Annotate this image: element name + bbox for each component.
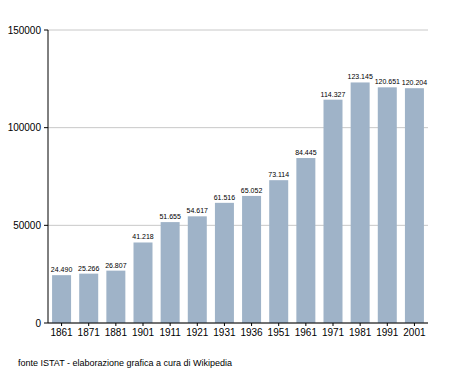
x-tick: [278, 323, 279, 326]
x-tick: [305, 323, 306, 326]
x-tick: [61, 323, 62, 326]
y-tick: [44, 225, 48, 226]
bar: [296, 158, 315, 323]
grid-line: [48, 127, 428, 128]
y-axis: [48, 30, 49, 323]
data-label: 114.327: [321, 91, 346, 98]
grid-line: [48, 323, 428, 324]
x-tick-label: 1961: [295, 327, 318, 338]
x-tick: [387, 323, 388, 326]
data-label: 61.516: [214, 194, 236, 201]
bar: [351, 82, 370, 323]
bar: [405, 88, 424, 323]
x-tick: [88, 323, 89, 326]
bar: [242, 196, 261, 323]
x-tick-label: 1881: [105, 327, 128, 338]
bar: [324, 100, 343, 323]
grid-line: [48, 30, 428, 31]
x-tick-label: 1871: [78, 327, 101, 338]
y-tick-label: 100000: [8, 122, 42, 133]
bar: [215, 203, 234, 323]
data-label: 24.490: [51, 266, 73, 273]
grid-line: [48, 225, 428, 226]
x-tick-label: 1991: [376, 327, 399, 338]
bar: [378, 87, 397, 323]
x-tick-label: 2001: [403, 327, 426, 338]
bar: [134, 242, 153, 323]
x-tick: [251, 323, 252, 326]
y-tick: [44, 127, 48, 128]
data-label: 51.655: [159, 213, 181, 220]
x-tick-label: 1931: [213, 327, 236, 338]
data-label: 73.114: [268, 171, 289, 178]
x-tick: [224, 323, 225, 326]
y-tick-label: 150000: [8, 25, 42, 36]
bar: [161, 222, 180, 323]
y-tick-label: 50000: [13, 220, 41, 231]
x-tick: [143, 323, 144, 326]
data-label: 26.807: [105, 262, 127, 269]
data-label: 120.204: [402, 79, 427, 86]
x-tick: [414, 323, 415, 326]
data-label: 25.266: [78, 265, 100, 272]
chart: 0 50000 100000 150000 1861 1871 1881 1901 1911 19…: [0, 0, 455, 373]
bar: [79, 274, 98, 323]
bar: [269, 180, 288, 323]
x-tick: [197, 323, 198, 326]
source-note: fonte ISTAT - elaborazione grafica a cur…: [18, 358, 232, 368]
y-tick: [44, 30, 48, 31]
bar: [188, 216, 207, 323]
y-tick: [44, 323, 48, 324]
x-tick: [170, 323, 171, 326]
y-tick-label: 0: [35, 318, 41, 329]
x-tick-label: 1861: [50, 327, 73, 338]
x-tick-label: 1971: [322, 327, 345, 338]
x-tick-label: 1911: [159, 327, 181, 338]
x-tick: [360, 323, 361, 326]
x-tick-label: 1921: [186, 327, 209, 338]
data-label: 54.617: [187, 207, 209, 214]
x-tick: [115, 323, 116, 326]
x-tick-label: 1981: [349, 327, 372, 338]
data-label: 84.445: [295, 149, 317, 156]
bar: [106, 271, 125, 323]
data-label: 65.052: [241, 187, 263, 194]
data-label: 123.145: [347, 73, 372, 80]
data-label: 41.218: [132, 233, 154, 240]
bars: [52, 82, 424, 323]
x-tick-label: 1936: [240, 327, 263, 338]
x-tick-label: 1901: [132, 327, 155, 338]
x-tick: [333, 323, 334, 326]
x-tick-label: 1951: [268, 327, 291, 338]
bar: [52, 275, 71, 323]
x-axis: [48, 323, 428, 324]
data-label: 120.651: [375, 78, 400, 85]
